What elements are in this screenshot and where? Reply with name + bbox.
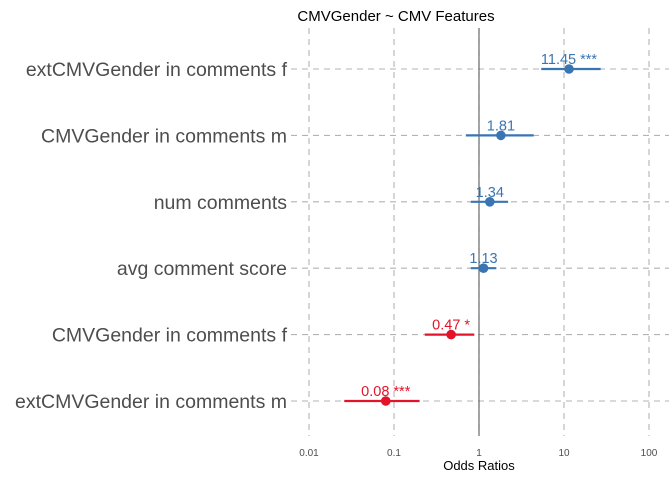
estimate-label: 1.13 [469, 251, 497, 267]
chart-title: CMVGender ~ CMV Features [297, 8, 494, 25]
term-label: extCMVGender in comments f [26, 59, 288, 81]
grid [291, 28, 669, 436]
term-label: CMVGender in comments f [52, 325, 288, 347]
estimate-point [564, 64, 574, 74]
estimate-label: 1.81 [487, 118, 515, 134]
estimate-label: 1.34 [476, 185, 504, 201]
estimate-point [485, 197, 495, 207]
term-label: avg comment score [117, 258, 287, 280]
term-label: extCMVGender in comments m [15, 391, 287, 413]
term-label: CMVGender in comments m [41, 125, 287, 147]
term-label: num comments [154, 192, 288, 214]
x-axis-title: Odds Ratios [443, 458, 515, 473]
estimate-point [478, 263, 489, 274]
x-tick-label: 0.01 [299, 448, 319, 459]
estimate-label: 11.45 *** [541, 52, 598, 68]
x-tick-label: 100 [641, 448, 658, 459]
estimate-label: 0.08 *** [361, 384, 411, 400]
x-tick-label: 0.1 [387, 448, 401, 459]
x-tick-label: 1 [476, 448, 482, 459]
estimate-point [446, 329, 456, 340]
estimate-point [496, 130, 506, 141]
x-axis-tick-labels: 0.01 0.1 1 10 100 [299, 448, 658, 459]
estimate-label: 0.47 * [432, 318, 470, 334]
x-tick-label: 10 [558, 448, 570, 459]
estimate-point [380, 396, 391, 406]
plot-marks: 11.45 *** 1.81 1.34 1.13 0.47 * 0.08 *** [344, 52, 601, 406]
y-axis-labels: extCMVGender in comments f CMVGender in c… [15, 59, 288, 413]
